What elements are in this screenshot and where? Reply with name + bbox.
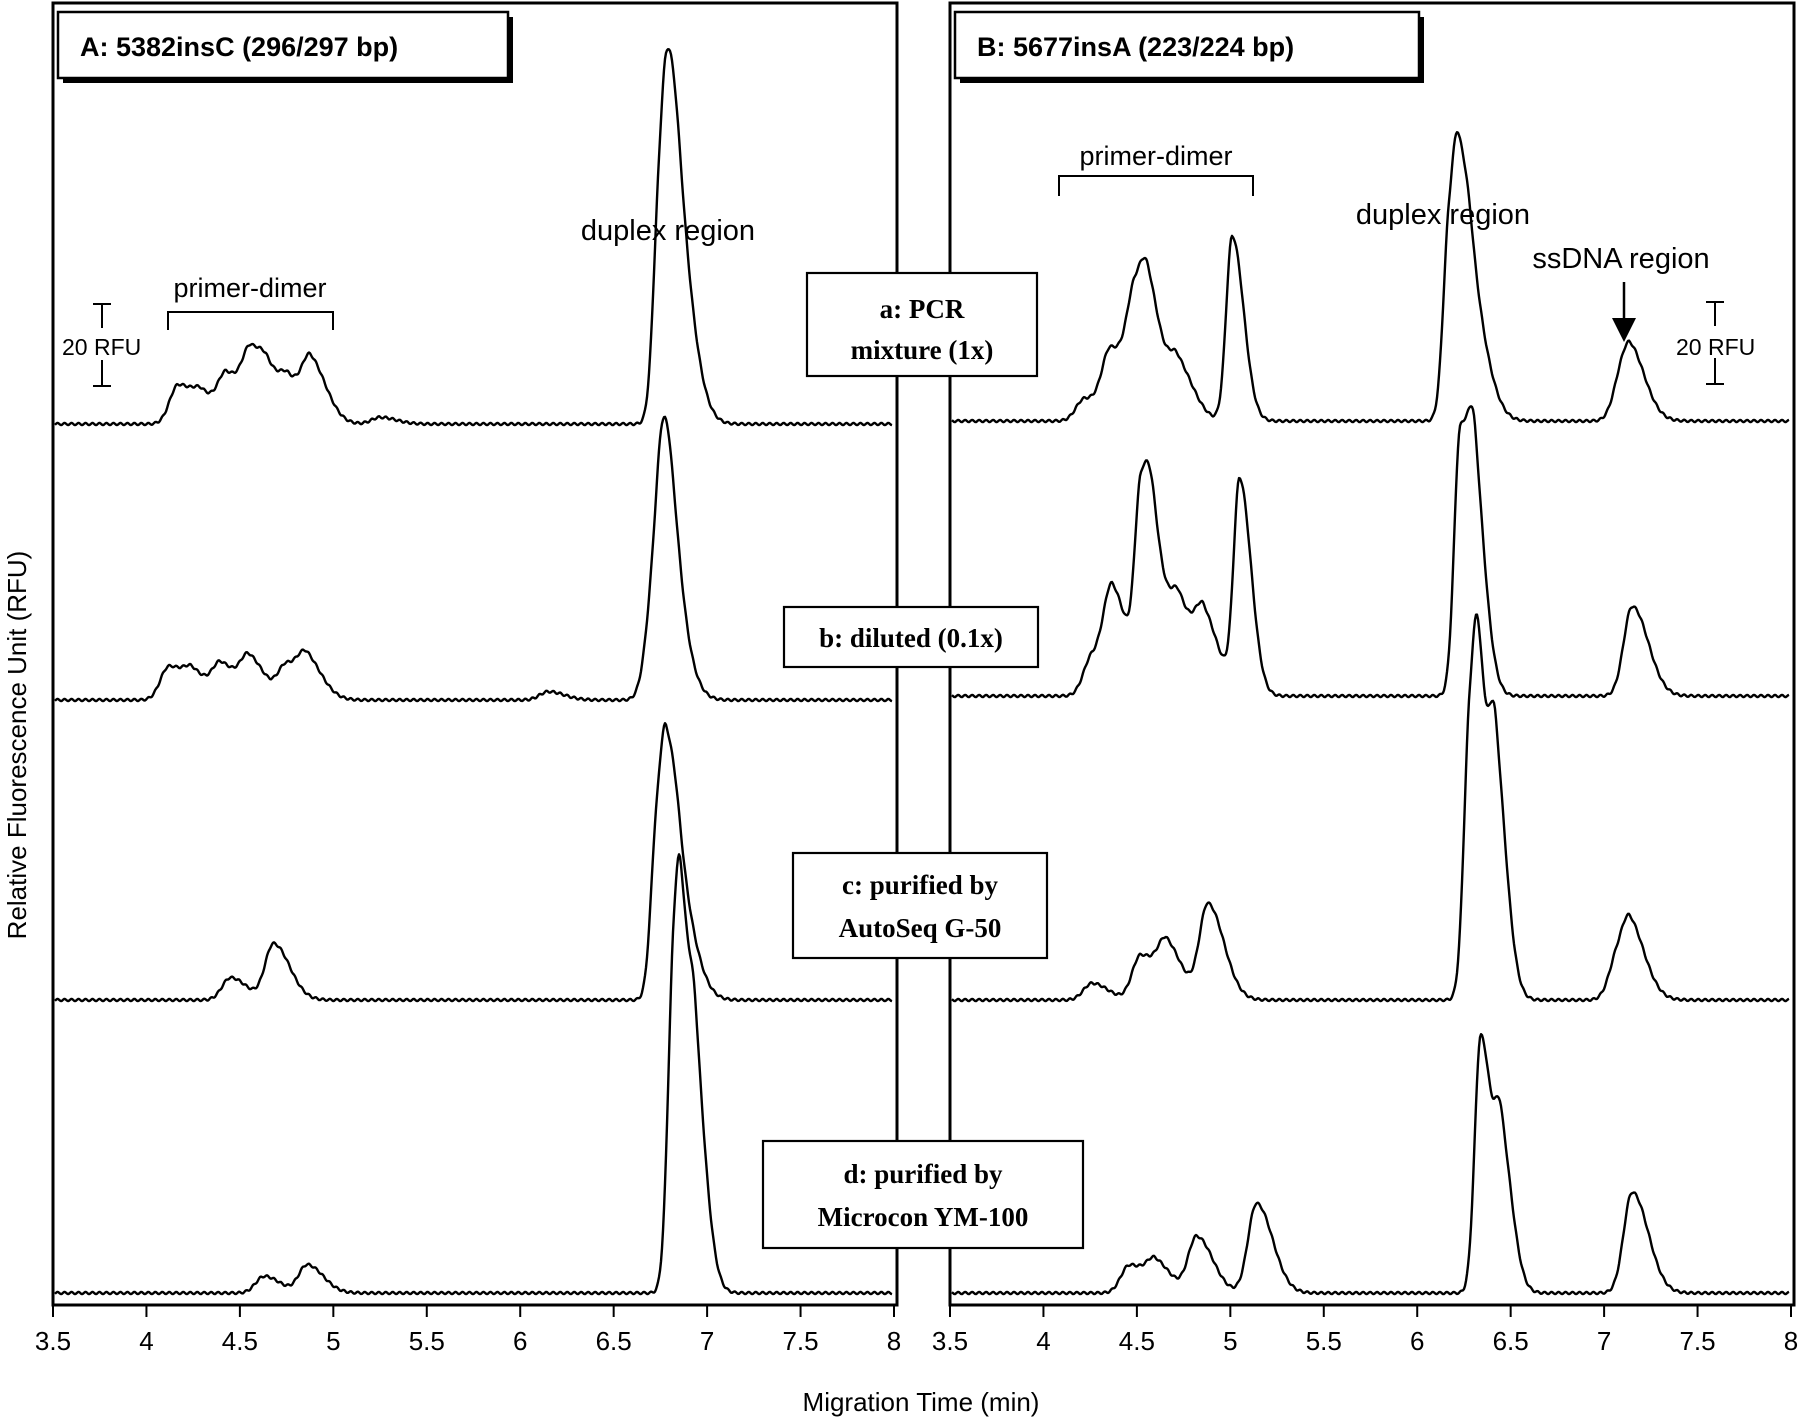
x-tick-label: 4 (1036, 1326, 1050, 1356)
primer-dimer-bracket (167, 311, 334, 330)
x-tick-label: 6 (513, 1326, 527, 1356)
ssdna-arrow-head (1612, 318, 1636, 342)
x-tick-label: 5 (326, 1326, 340, 1356)
panel-title: A: 5382insC (296/297 bp) (80, 32, 398, 62)
x-tick-label: 5.5 (1306, 1326, 1342, 1356)
panel-title: B: 5677insA (223/224 bp) (977, 32, 1294, 62)
x-tick-label: 7 (1597, 1326, 1611, 1356)
primer-dimer-label: primer-dimer (1079, 141, 1232, 171)
primer-dimer-label: primer-dimer (173, 273, 326, 303)
trace-label-box (791, 851, 1049, 960)
trace-label-box (805, 271, 1039, 378)
trace-b-line (951, 405, 1790, 699)
trace-label-text: d: purified by (843, 1159, 1003, 1189)
x-tick-label: 7 (700, 1326, 714, 1356)
ssdna-region-label: ssDNA region (1532, 243, 1709, 275)
x-tick-label: 4 (139, 1326, 153, 1356)
duplex-region-label: duplex region (581, 215, 755, 247)
trace-c-line (951, 613, 1790, 1003)
x-tick-label: 7.5 (782, 1326, 818, 1356)
trace-label-box (782, 605, 1040, 669)
x-tick-label: 4.5 (1119, 1326, 1155, 1356)
scale-bar-label: 20 RFU (1676, 334, 1755, 360)
primer-dimer-bracket (1058, 175, 1254, 196)
x-tick-label: 5 (1223, 1326, 1237, 1356)
trace-label-text: b: diluted (0.1x) (819, 623, 1003, 653)
trace-b-line (54, 415, 893, 703)
x-tick-label: 7.5 (1679, 1326, 1715, 1356)
y-axis-label: Relative Fluorescence Unit (RFU) (2, 551, 32, 940)
x-tick-label: 5.5 (409, 1326, 445, 1356)
x-tick-label: 6 (1410, 1326, 1424, 1356)
panel-a: A: 5382insC (296/297 bp) 3.5 4 4.5 5 5.5 6 6.5 7… (35, 1, 901, 1356)
trace-label-text: Microcon YM-100 (818, 1202, 1029, 1232)
trace-a-line (54, 48, 893, 427)
trace-c-line (54, 722, 893, 1003)
x-tick-label: 4.5 (222, 1326, 258, 1356)
trace-label-text: a: PCR (880, 294, 965, 324)
trace-label-text: c: purified by (842, 870, 999, 900)
scale-bar-label: 20 RFU (62, 334, 141, 360)
panel-b: B: 5677insA (223/224 bp) 3.5 4 4.5 5 5.5 6 6.5 7… (932, 1, 1798, 1356)
x-tick-label: 3.5 (35, 1326, 71, 1356)
trace-a-line (951, 130, 1790, 424)
x-tick-label: 6.5 (1493, 1326, 1529, 1356)
title-box (953, 10, 1421, 80)
trace-label-box (761, 1139, 1085, 1250)
panel-frame (51, 1, 899, 1307)
duplex-region-label: duplex region (1356, 199, 1530, 231)
trace-d-line (951, 1032, 1790, 1296)
x-tick-label: 8 (887, 1326, 901, 1356)
x-tick-label: 6.5 (596, 1326, 632, 1356)
trace-label-text: mixture (1x) (851, 335, 994, 365)
scale-bar (93, 303, 111, 387)
scale-bar (1706, 301, 1724, 385)
x-tick-label: 3.5 (932, 1326, 968, 1356)
x-axis-label: Migration Time (min) (803, 1387, 1040, 1417)
trace-label-text: AutoSeq G-50 (839, 913, 1002, 943)
x-tick-label: 8 (1784, 1326, 1798, 1356)
title-box (56, 10, 510, 80)
overlay-layer: primer-dimer duplex region 20 RFU primer-di… (62, 141, 1755, 1250)
trace-d-line (54, 853, 893, 1296)
